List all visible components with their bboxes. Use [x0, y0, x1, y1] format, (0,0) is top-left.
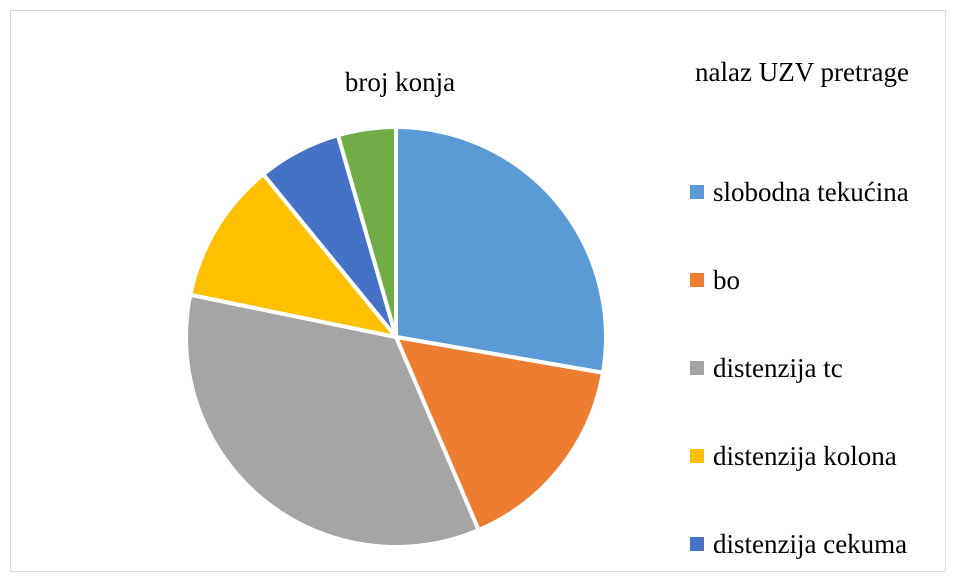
legend-item-slobodna-tekucina: slobodna tekućina: [690, 170, 950, 214]
legend: slobodna tekućina bo distenzija tc diste…: [690, 170, 950, 566]
legend-item-bo: bo: [690, 258, 950, 302]
legend-item-distenzija-cekuma: distenzija cekuma: [690, 522, 950, 566]
legend-swatch: [690, 361, 704, 375]
pie-slice-slobodna-tekućina: [394, 125, 608, 375]
legend-label: bo: [713, 265, 740, 295]
legend-swatch: [690, 537, 704, 551]
pie-slices: [184, 125, 608, 549]
legend-title: nalaz UZV pretrage: [695, 57, 909, 87]
pie-slice-distenzija-kolona: [188, 172, 398, 339]
legend-item-distenzija-kolona: distenzija kolona: [690, 434, 950, 478]
legend-label: slobodna tekućina: [713, 177, 909, 207]
legend-label: distenzija cekuma: [713, 529, 908, 559]
pie-slice-bo: [394, 335, 605, 533]
legend-label: distenzija kolona: [713, 441, 897, 471]
legend-swatch: [690, 273, 704, 287]
chart-title: broj konja: [344, 67, 456, 97]
pie-slice-unlabeled: [335, 125, 398, 339]
legend-swatch: [690, 185, 704, 199]
legend-item-distenzija-tc: distenzija tc: [690, 346, 950, 390]
legend-label: distenzija tc: [713, 353, 843, 383]
legend-swatch: [690, 449, 704, 463]
pie-slice-distenzija-tc: [184, 292, 481, 549]
